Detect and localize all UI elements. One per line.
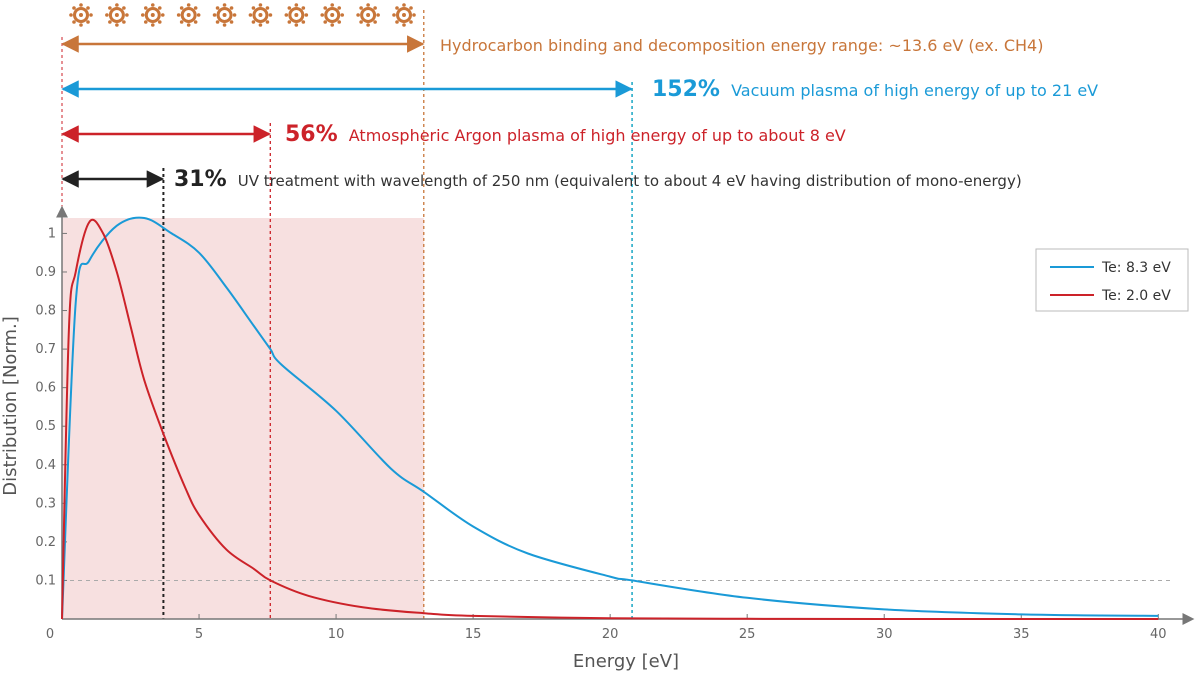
series-line-te-2-0 xyxy=(61,218,1159,621)
x-tick-label-30: 30 xyxy=(876,627,893,642)
hydrocarbon-molecule-icon xyxy=(318,1,346,29)
y-tick-label-0.3: 0.3 xyxy=(35,496,56,511)
hydrocarbon-molecule-icon xyxy=(390,1,418,29)
hydrocarbon-molecule-icon xyxy=(211,1,238,29)
uv-treatment-label: UV treatment with wavelength of 250 nm (… xyxy=(238,172,1022,190)
y-tick-label-0.6: 0.6 xyxy=(35,381,56,396)
y-tick-label-0.1: 0.1 xyxy=(35,573,56,588)
y-axis-label: Distribution [Norm.] xyxy=(0,316,21,496)
uv-treatment-percent: 31% xyxy=(174,167,227,192)
x-tick-label-40: 40 xyxy=(1150,627,1167,642)
y-tick-label-0.9: 0.9 xyxy=(35,265,56,280)
hydrocarbon-energy-shaded-range xyxy=(62,218,424,619)
y-tick-label-0.7: 0.7 xyxy=(35,342,56,357)
legend-label-te-8-3: Te: 8.3 eV xyxy=(1101,260,1171,276)
y-tick-label-1: 1 xyxy=(48,226,56,241)
distribution-curves xyxy=(61,216,1159,621)
argon-plasma-percent: 56% xyxy=(285,122,338,147)
argon-plasma-annotation: 56% Atmospheric Argon plasma of high ene… xyxy=(285,122,846,147)
hydrocarbon-molecule-row xyxy=(67,1,418,29)
chart-legend: Te: 8.3 eV Te: 2.0 eV xyxy=(1035,248,1189,312)
vacuum-plasma-percent: 152% xyxy=(652,77,720,102)
x-tick-label-35: 35 xyxy=(1013,627,1030,642)
x-tick-label-25: 25 xyxy=(739,627,756,642)
y-tick-label-0.8: 0.8 xyxy=(35,304,56,319)
x-axis-label: Energy [eV] xyxy=(573,651,679,672)
vacuum-plasma-annotation: 152% Vacuum plasma of high energy of up … xyxy=(652,77,1098,102)
hydrocarbon-molecule-icon xyxy=(175,1,202,29)
legend-label-te-2-0: Te: 2.0 eV xyxy=(1101,288,1171,304)
x-axis-ticks: 0 5 10 15 20 25 30 35 40 xyxy=(46,614,1167,642)
x-tick-label-10: 10 xyxy=(328,627,345,642)
vacuum-plasma-label: Vacuum plasma of high energy of up to 21… xyxy=(731,81,1098,100)
energy-range-arrows xyxy=(61,35,633,188)
hydrocarbon-molecule-icon xyxy=(247,1,274,29)
hydrocarbon-range-label: Hydrocarbon binding and decomposition en… xyxy=(440,36,1043,55)
y-tick-label-0.5: 0.5 xyxy=(35,419,56,434)
x-tick-label-5: 5 xyxy=(195,627,203,642)
hydrocarbon-molecule-icon xyxy=(354,1,382,29)
x-tick-label-15: 15 xyxy=(465,627,482,642)
argon-plasma-label: Atmospheric Argon plasma of high energy … xyxy=(349,126,846,145)
y-tick-label-0.2: 0.2 xyxy=(35,535,56,550)
y-tick-label-0.4: 0.4 xyxy=(35,458,56,473)
x-tick-label-0: 0 xyxy=(46,627,54,642)
hydrocarbon-molecule-icon xyxy=(139,1,167,29)
series-line-te-8-3 xyxy=(61,216,1159,620)
hydrocarbon-molecule-icon xyxy=(283,1,310,29)
uv-treatment-annotation: 31% UV treatment with wavelength of 250 … xyxy=(174,167,1022,192)
x-tick-label-20: 20 xyxy=(602,627,619,642)
hydrocarbon-molecule-icon xyxy=(67,1,95,29)
y-axis-ticks: 0.1 0.2 0.3 0.4 0.5 0.6 0.7 0.8 0.9 1 xyxy=(35,226,67,588)
legend-box xyxy=(1035,248,1189,312)
hydrocarbon-molecule-icon xyxy=(103,1,131,29)
